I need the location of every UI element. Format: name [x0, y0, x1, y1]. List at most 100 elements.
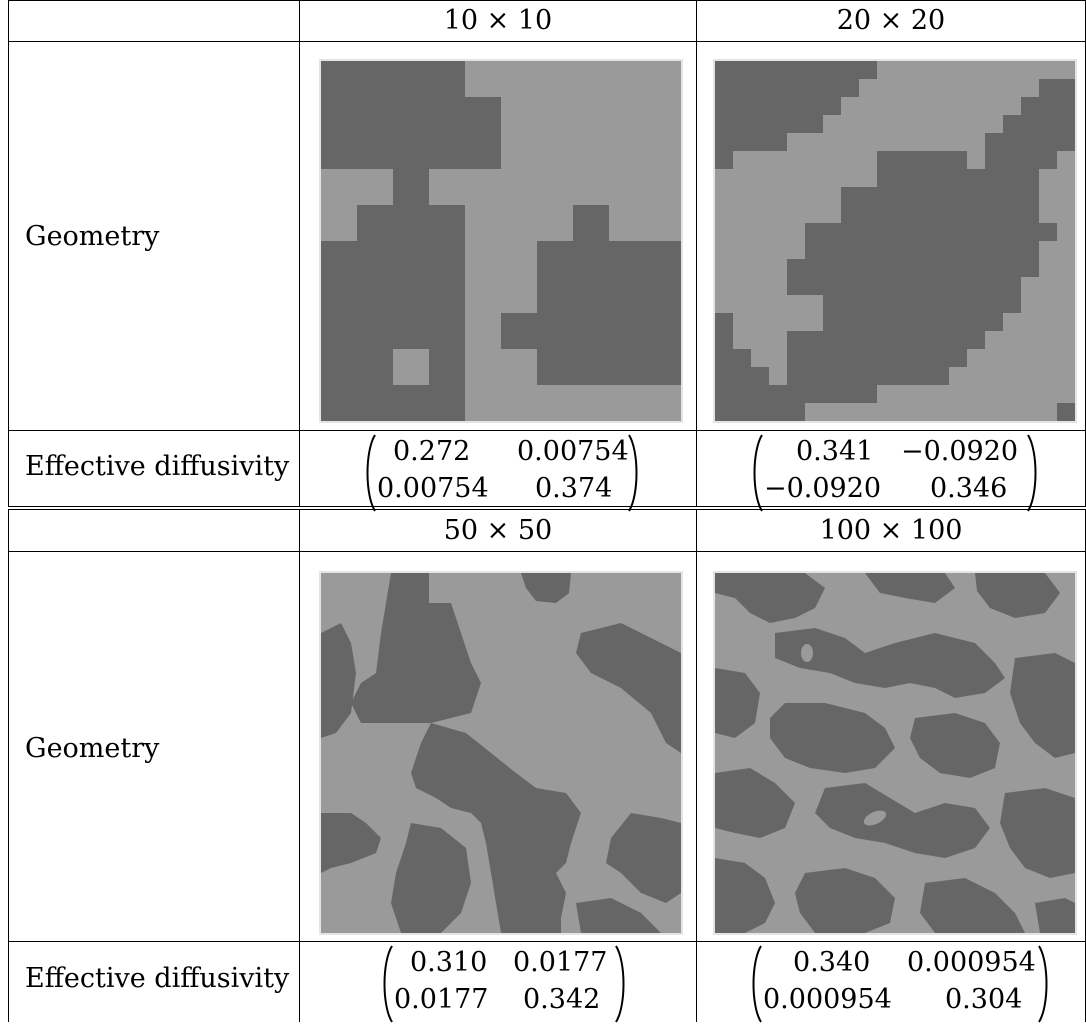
- geometry-cell: [805, 169, 824, 188]
- geometry-cell: [537, 133, 574, 170]
- geometry-cell: [751, 259, 770, 278]
- geometry-cell: [537, 169, 574, 206]
- column-header-50x50: 50 × 50: [443, 515, 553, 546]
- geometry-cell: [769, 349, 788, 368]
- geometry-cell: [877, 403, 896, 421]
- geometry-cell: [985, 97, 1004, 116]
- geometry-cell: [805, 403, 824, 421]
- geometry-cell: [1021, 367, 1040, 386]
- geometry-cell: [501, 385, 538, 421]
- geometry-cell: [859, 259, 878, 278]
- geometry-cell: [573, 241, 610, 278]
- geometry-cell: [913, 79, 932, 98]
- geometry-100x100-svg: [715, 573, 1075, 933]
- geometry-cell: [609, 133, 646, 170]
- geometry-cell: [805, 79, 824, 98]
- geometry-cell: [841, 349, 860, 368]
- geometry-cell: [823, 241, 842, 260]
- geometry-cell: [805, 187, 824, 206]
- geometry-cell: [787, 259, 806, 278]
- geometry-cell: [1003, 79, 1022, 98]
- geometry-cell: [913, 313, 932, 332]
- geometry-cell: [949, 295, 968, 314]
- geometry-cell: [985, 295, 1004, 314]
- geometry-cell: [877, 151, 896, 170]
- geometry-cell: [609, 241, 646, 278]
- geometry-cell: [1021, 295, 1040, 314]
- geometry-cell: [877, 259, 896, 278]
- geometry-cell: [537, 205, 574, 242]
- geometry-cell: [751, 295, 770, 314]
- rule-col2: [696, 509, 697, 1022]
- geometry-cell: [841, 331, 860, 350]
- geometry-cell: [321, 349, 358, 386]
- geometry-cell: [877, 115, 896, 134]
- geometry-cell: [321, 385, 358, 421]
- geometry-cell: [877, 367, 896, 386]
- geometry-cell: [859, 115, 878, 134]
- geometry-cell: [733, 403, 752, 421]
- geometry-cell: [895, 133, 914, 152]
- geometry-cell: [769, 295, 788, 314]
- geometry-cell: [769, 331, 788, 350]
- geometry-cell: [733, 97, 752, 116]
- geometry-cell: [877, 241, 896, 260]
- geometry-cell: [949, 79, 968, 98]
- geometry-cell: [805, 295, 824, 314]
- geometry-cell: [895, 259, 914, 278]
- geometry-cell: [357, 385, 394, 421]
- geometry-cell: [769, 223, 788, 242]
- geometry-cell: [841, 151, 860, 170]
- geometry-cell: [931, 169, 950, 188]
- geometry-cell: [985, 115, 1004, 134]
- geometry-cell: [859, 61, 878, 80]
- geometry-cell: [715, 115, 734, 134]
- geometry-cell: [1021, 259, 1040, 278]
- geometry-cell: [787, 277, 806, 296]
- geometry-cell: [1021, 97, 1040, 116]
- geometry-cell: [805, 241, 824, 260]
- geometry-cell: [967, 331, 986, 350]
- geometry-cell: [949, 115, 968, 134]
- geometry-cell: [1021, 313, 1040, 332]
- geometry-cell: [805, 277, 824, 296]
- geometry-cell: [537, 97, 574, 134]
- geometry-cell: [913, 133, 932, 152]
- geometry-cell: [931, 367, 950, 386]
- geometry-cell: [1003, 187, 1022, 206]
- matrix-entry-a21: −0.0920: [764, 473, 882, 504]
- geometry-cell: [931, 259, 950, 278]
- geometry-cell: [1057, 61, 1075, 80]
- geometry-cell: [967, 313, 986, 332]
- geometry-cell: [877, 295, 896, 314]
- geometry-cell: [841, 61, 860, 80]
- rule-header: [8, 41, 1086, 42]
- geometry-cell: [537, 277, 574, 314]
- geometry-cell: [465, 313, 502, 350]
- geometry-cell: [931, 241, 950, 260]
- geometry-cell: [1039, 79, 1058, 98]
- geometry-cell: [823, 277, 842, 296]
- geometry-cell: [823, 385, 842, 404]
- geometry-cell: [715, 133, 734, 152]
- geometry-cell: [949, 241, 968, 260]
- geometry-cell: [1003, 115, 1022, 134]
- geometry-cell: [787, 187, 806, 206]
- geometry-cell: [859, 79, 878, 98]
- geometry-cell: [357, 277, 394, 314]
- geometry-cell: [715, 331, 734, 350]
- geometry-cell: [823, 205, 842, 224]
- geometry-10x10-svg: [321, 61, 681, 421]
- geometry-cell: [751, 133, 770, 152]
- geometry-cell: [967, 349, 986, 368]
- geometry-cell: [913, 241, 932, 260]
- matrix-entry-a11: 0.341: [796, 436, 874, 467]
- geometry-cell: [1057, 295, 1075, 314]
- matrix-entry-a22: 0.342: [523, 984, 601, 1015]
- geometry-cell: [895, 97, 914, 116]
- geometry-cell: [967, 79, 986, 98]
- geometry-cell: [1003, 277, 1022, 296]
- geometry-cell: [321, 205, 358, 242]
- geometry-cell: [715, 313, 734, 332]
- geometry-cell: [715, 277, 734, 296]
